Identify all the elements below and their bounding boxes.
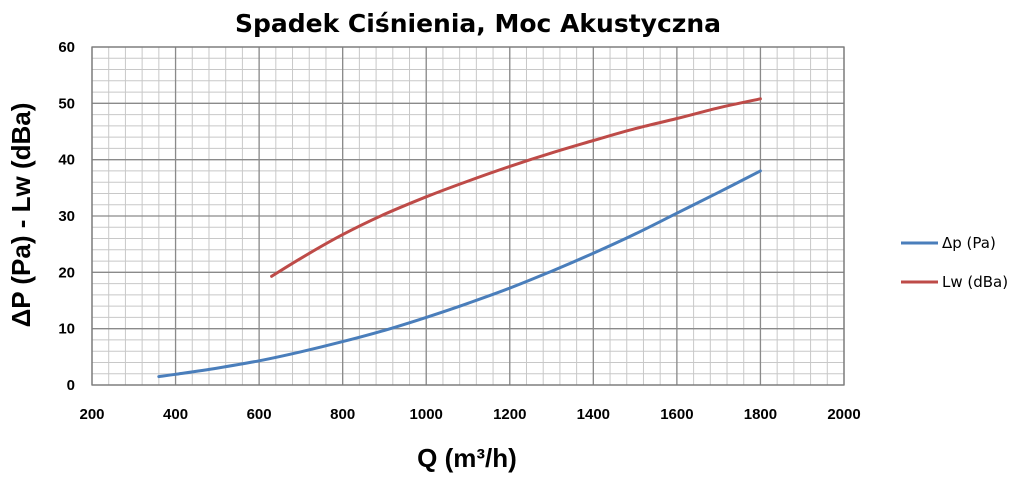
x-tick-label: 1000 <box>410 406 443 423</box>
x-tick-label: 600 <box>247 406 272 423</box>
legend-label: Δp (Pa) <box>942 234 996 252</box>
legend-label: Lw (dBa) <box>942 273 1008 291</box>
y-tick-label: 20 <box>58 264 75 281</box>
x-tick-label: 2000 <box>827 406 860 423</box>
x-tick-labels: 200 400 600 800 1000 1200 1400 1600 1800 2000 <box>79 406 860 423</box>
series-line-lw <box>270 97 762 278</box>
y-tick-label: 60 <box>58 39 75 56</box>
x-tick-label: 800 <box>330 406 355 423</box>
y-tick-label: 30 <box>58 208 75 225</box>
x-axis-title: Q (m³/h) <box>417 443 517 473</box>
x-tick-label: 1600 <box>660 406 693 423</box>
legend-item-lw: Lw (dBa) <box>901 273 1008 291</box>
series-lines <box>157 97 762 379</box>
y-tick-label: 50 <box>58 95 75 112</box>
plot-border <box>91 46 845 386</box>
x-tick-label: 1200 <box>493 406 526 423</box>
chart-title: Spadek Ciśnienia, Moc Akustyczna <box>235 9 721 38</box>
y-axis-title: ΔP (Pa) - Lw (dBa) <box>6 103 36 328</box>
x-tick-label: 400 <box>163 406 188 423</box>
y-tick-label: 10 <box>58 321 75 338</box>
x-tick-label: 200 <box>79 406 104 423</box>
plot-area <box>91 46 845 386</box>
legend: Δp (Pa) Lw (dBa) <box>901 234 1008 291</box>
y-tick-label: 40 <box>58 152 75 169</box>
x-tick-label: 1400 <box>577 406 610 423</box>
y-tick-labels: 0 10 20 30 40 50 60 <box>58 39 75 394</box>
series-line-delta-p <box>157 169 762 379</box>
legend-item-delta-p: Δp (Pa) <box>901 234 996 252</box>
x-tick-label: 1800 <box>744 406 777 423</box>
y-tick-label: 0 <box>67 377 75 394</box>
